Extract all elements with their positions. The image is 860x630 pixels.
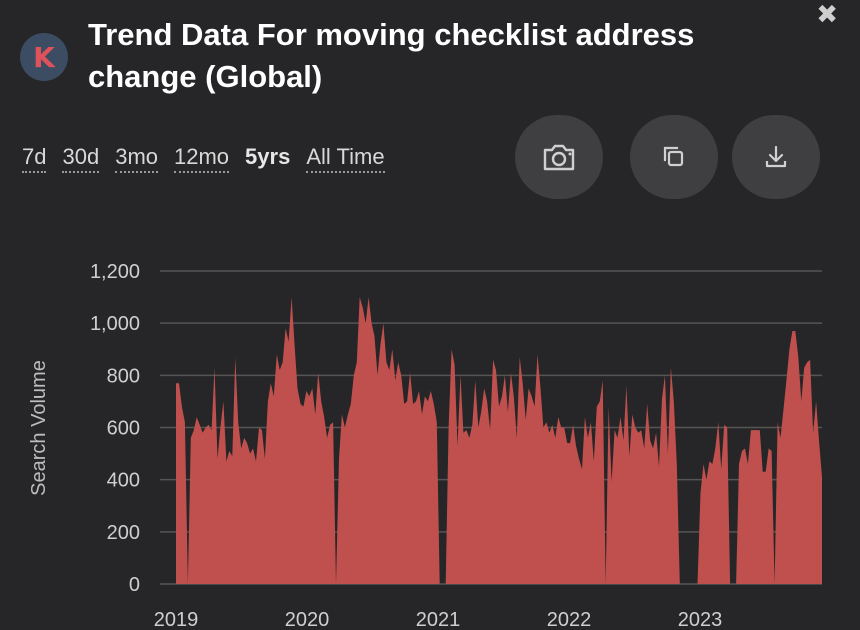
y-tick-label: 1,000 (90, 313, 140, 335)
range-all-time[interactable]: All Time (306, 144, 385, 173)
y-tick-label: 800 (107, 365, 140, 387)
range-7d[interactable]: 7d (22, 144, 47, 173)
y-tick-label: 600 (107, 418, 140, 440)
range-3mo[interactable]: 3mo (115, 144, 158, 173)
app-logo: K (20, 33, 68, 81)
y-tick-label: 1,200 (90, 261, 140, 283)
x-tick-label: 2023 (678, 609, 723, 630)
page-title: Trend Data For moving checklist address … (88, 17, 695, 94)
x-tick-label: 2022 (547, 609, 592, 630)
download-icon (765, 145, 787, 168)
range-30d[interactable]: 30d (62, 144, 100, 173)
download-button[interactable] (732, 115, 820, 199)
time-range-selector: 7d 30d 3mo 12mo 5yrs All Time (22, 144, 385, 173)
x-tick-label: 2020 (285, 609, 330, 630)
x-tick-label: 2021 (416, 609, 461, 630)
range-12mo[interactable]: 12mo (174, 144, 230, 173)
y-tick-label: 200 (107, 522, 140, 544)
logo-letter: K (33, 40, 55, 74)
screenshot-button[interactable] (515, 115, 603, 199)
y-axis-label: Search Volume (28, 360, 50, 496)
camera-icon (543, 144, 575, 171)
y-tick-label: 0 (129, 574, 140, 596)
search-volume-area (176, 297, 822, 584)
x-tick-label: 2019 (154, 609, 199, 630)
copy-button[interactable] (630, 115, 718, 199)
range-5yrs[interactable]: 5yrs (245, 144, 291, 169)
copy-icon (663, 146, 684, 167)
close-icon[interactable]: ✖ (816, 0, 838, 30)
y-tick-label: 400 (107, 470, 140, 492)
